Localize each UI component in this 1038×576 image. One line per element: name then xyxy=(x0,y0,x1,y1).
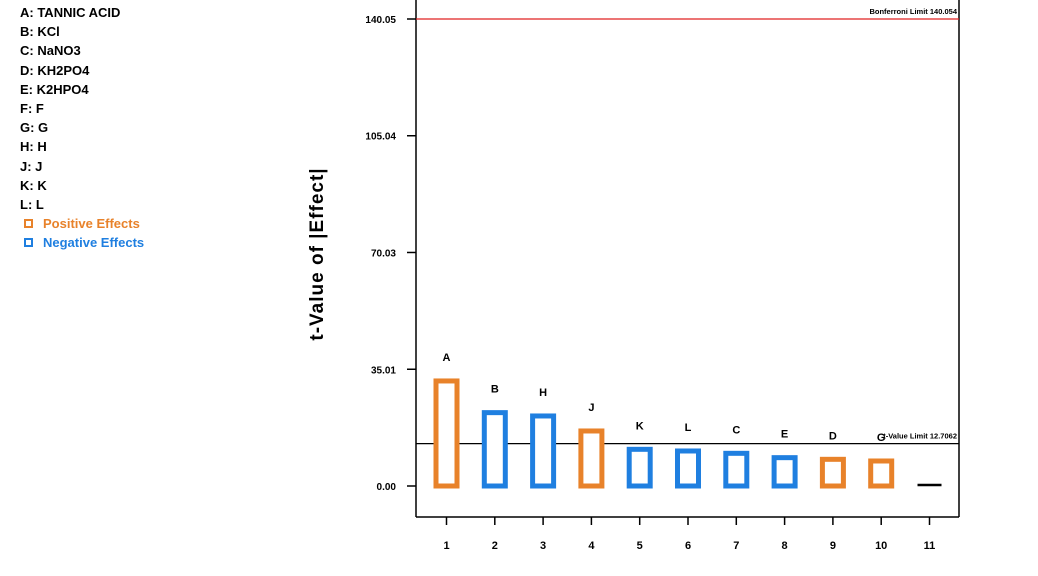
y-axis: 0.00 35.01 70.03 105.04 140.05 xyxy=(365,15,416,493)
negative-effects-swatch xyxy=(24,238,33,248)
legend-factor-d: D: KH2PO4 xyxy=(20,62,90,78)
x-tick-label: 11 xyxy=(924,540,936,552)
bar-1 xyxy=(433,378,460,489)
x-tick-label: 5 xyxy=(637,540,643,552)
legend-factor-h: H: H xyxy=(20,139,47,155)
reference-lines: Bonferroni Limit 140.054 t-Value Limit 12… xyxy=(416,7,959,445)
bar-label-b: B xyxy=(491,384,499,396)
y-tick-label: 0.00 xyxy=(377,482,397,493)
y-tick-label: 35.01 xyxy=(371,365,396,376)
legend-factor-k: K: K xyxy=(20,177,47,193)
x-tick-label: 9 xyxy=(830,540,836,552)
x-tick-label: 3 xyxy=(540,540,546,552)
legend-factor-a: A: TANNIC ACID xyxy=(20,5,121,20)
negative-effects-label: Negative Effects xyxy=(43,235,145,251)
positive-effects-swatch xyxy=(24,219,33,229)
y-tick-label: 70.03 xyxy=(371,248,396,259)
bar-label-c: C xyxy=(732,424,740,436)
bar-6 xyxy=(675,448,701,489)
x-tick-label: 7 xyxy=(733,540,739,552)
x-tick-label: 10 xyxy=(875,540,887,552)
bar-8 xyxy=(771,455,798,489)
legend-factor-j: J: J xyxy=(20,158,43,174)
bar-5 xyxy=(626,446,653,489)
bonferroni-limit-label: Bonferroni Limit 140.054 xyxy=(869,7,957,16)
x-tick-label: 8 xyxy=(782,540,788,552)
bar-label-g: G xyxy=(877,432,886,444)
bar-9 xyxy=(819,456,846,489)
x-tick-label: 1 xyxy=(443,540,449,552)
x-tick-label: 6 xyxy=(685,540,691,552)
bar-7 xyxy=(723,450,750,489)
bar-10 xyxy=(868,458,895,489)
bar-label-k: K xyxy=(636,420,644,432)
legend-positive-effects: Positive Effects xyxy=(20,214,260,233)
bar-label-h: H xyxy=(539,387,547,399)
legend-factor-f: F: F xyxy=(20,100,44,116)
x-axis: 1 2 3 4 5 6 7 8 9 10 11 xyxy=(443,517,935,552)
bar-4 xyxy=(578,428,605,489)
bar-label-j: J xyxy=(588,402,594,414)
legend-negative-effects: Negative Effects xyxy=(20,233,260,252)
bar-label-d: D xyxy=(829,430,837,442)
y-tick-label: 140.05 xyxy=(365,15,396,26)
bar-label-a: A xyxy=(443,352,451,364)
legend-factor-l: L: L xyxy=(20,196,44,212)
y-axis-title: t-Value of |Effect| xyxy=(307,167,328,340)
legend-factor-e: E: K2HPO4 xyxy=(20,81,89,97)
bar-3 xyxy=(530,413,557,489)
bar-2 xyxy=(481,410,508,489)
x-tick-label: 4 xyxy=(588,540,595,552)
positive-effects-label: Positive Effects xyxy=(43,216,140,232)
bar-label-e: E xyxy=(781,429,788,441)
y-tick-label: 105.04 xyxy=(365,132,396,143)
legend-factor-g: G: G xyxy=(20,120,49,136)
t-value-limit-label: t-Value Limit 12.7062 xyxy=(883,432,957,441)
legend: A: TANNIC ACID B: KCl C: NaNO3 D: KH2PO4 E: … xyxy=(20,3,260,252)
bar-label-l: L xyxy=(685,422,692,434)
legend-factor-c: C: NaNO3 xyxy=(20,43,81,59)
legend-factor-b: B: KCl xyxy=(20,24,60,40)
bars: A B H J K L C E D G xyxy=(433,352,942,489)
x-tick-label: 2 xyxy=(492,540,498,552)
